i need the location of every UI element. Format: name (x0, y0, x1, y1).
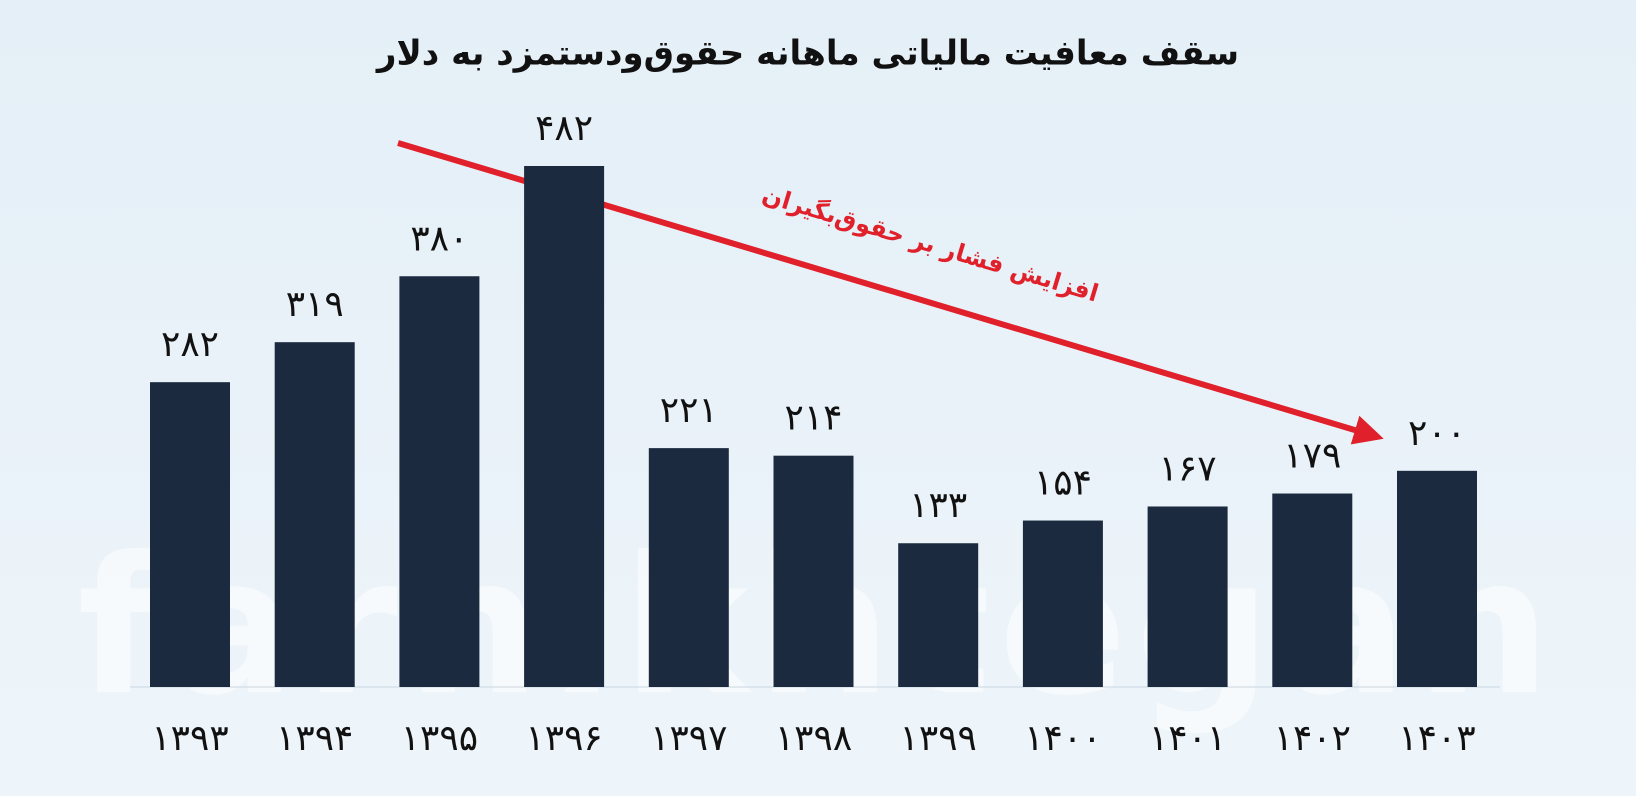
x-tick-label: ۱۳۹۵ (401, 718, 478, 759)
value-label: ۲۸۲ (161, 324, 219, 365)
bar (1397, 470, 1477, 687)
bar (1272, 493, 1353, 687)
chart-title: سقف معافیت مالیاتی ماهانه حقوق‌ودستمزد ب… (375, 34, 1239, 74)
x-tick-label: ۱۳۹۴ (276, 718, 353, 759)
value-label: ۱۶۷ (1159, 448, 1217, 489)
bar (1022, 520, 1103, 687)
x-tick-label: ۱۳۹۶ (525, 718, 602, 759)
bar (773, 455, 854, 687)
bar (524, 166, 605, 687)
x-tick-label: ۱۴۰۱ (1149, 718, 1226, 759)
x-tick-label: ۱۳۹۹ (900, 718, 977, 759)
value-label: ۳۸۰ (410, 218, 468, 259)
x-tick-label: ۱۳۹۳ (151, 718, 228, 759)
value-label: ۱۵۴ (1034, 463, 1092, 504)
bar (898, 543, 979, 687)
bar (399, 276, 480, 687)
value-label: ۴۸۲ (535, 108, 593, 149)
value-label: ۲۱۴ (784, 398, 842, 439)
x-tick-label: ۱۳۹۸ (775, 718, 852, 759)
bar (1147, 506, 1228, 687)
bar (648, 448, 729, 687)
value-label: ۲۲۱ (660, 390, 718, 431)
x-tick-label: ۱۴۰۳ (1398, 718, 1475, 759)
value-label: ۲۰۰ (1408, 413, 1466, 454)
bar (274, 342, 355, 687)
value-label: ۱۳۳ (909, 485, 967, 526)
x-tick-label: ۱۴۰۲ (1274, 718, 1351, 759)
x-tick-label: ۱۴۰۰ (1024, 718, 1101, 759)
value-label: ۳۱۹ (286, 284, 344, 325)
bar (150, 382, 230, 687)
value-label: ۱۷۹ (1283, 436, 1341, 477)
x-tick-label: ۱۳۹۷ (650, 718, 727, 759)
